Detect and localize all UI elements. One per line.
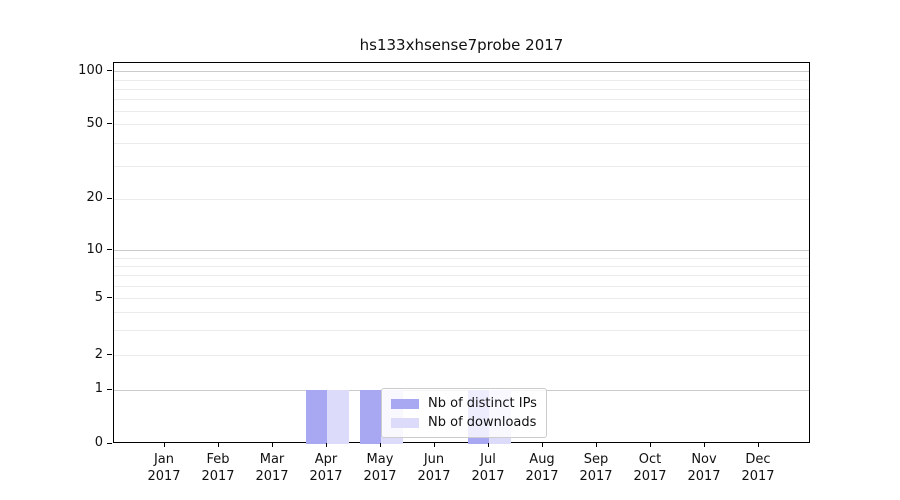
gridline-minor bbox=[114, 198, 809, 200]
bar-distinct-ips-may bbox=[359, 390, 381, 444]
chart-title: hs133xhsense7probe 2017 bbox=[359, 36, 564, 54]
x-tick-label-jun: Jun 2017 bbox=[417, 452, 451, 484]
y-tick-label: 100 bbox=[78, 62, 103, 78]
x-tick-mark bbox=[164, 443, 165, 447]
x-tick-label-aug: Aug 2017 bbox=[525, 452, 559, 484]
gridline-minor bbox=[114, 88, 809, 90]
gridline-minor bbox=[114, 312, 809, 314]
x-tick-mark bbox=[488, 443, 489, 447]
bar-distinct-ips-apr bbox=[305, 390, 327, 444]
y-tick-mark bbox=[107, 297, 112, 299]
x-tick-label-mar: Mar 2017 bbox=[255, 452, 289, 484]
plot-area bbox=[113, 62, 810, 444]
y-tick-label: 1 bbox=[94, 381, 103, 396]
y-tick-mark bbox=[107, 388, 112, 390]
x-tick-mark bbox=[326, 443, 327, 447]
x-tick-label-jan: Jan 2017 bbox=[147, 452, 181, 484]
y-tick-label: 0 bbox=[94, 435, 103, 450]
x-tick-mark bbox=[542, 443, 543, 447]
gridline-minor bbox=[114, 285, 809, 287]
y-tick-mark bbox=[107, 70, 112, 72]
y-tick-label: 5 bbox=[94, 289, 103, 305]
x-tick-mark bbox=[758, 443, 759, 447]
legend-swatch-icon bbox=[391, 398, 419, 409]
x-tick-label-feb: Feb 2017 bbox=[201, 452, 235, 484]
gridline-minor bbox=[114, 265, 809, 267]
gridline-minor bbox=[114, 98, 809, 100]
gridline-minor bbox=[114, 257, 809, 259]
x-tick-mark bbox=[434, 443, 435, 447]
x-tick-label-oct: Oct 2017 bbox=[633, 452, 667, 484]
x-tick-mark bbox=[380, 443, 381, 447]
x-tick-label-may: May 2017 bbox=[363, 452, 397, 484]
gridline-minor bbox=[114, 124, 809, 126]
legend-label: Nb of downloads bbox=[428, 415, 537, 430]
gridline-major bbox=[114, 250, 809, 252]
legend-row: Nb of distinct IPs bbox=[391, 396, 537, 411]
gridline-minor bbox=[114, 79, 809, 81]
y-tick-label: 2 bbox=[94, 346, 103, 362]
bar-downloads-apr bbox=[327, 390, 349, 444]
legend: Nb of distinct IPs Nb of downloads bbox=[381, 388, 547, 438]
gridline-minor bbox=[114, 275, 809, 277]
gridline-minor bbox=[114, 142, 809, 144]
y-tick-mark bbox=[107, 249, 112, 251]
x-tick-label-nov: Nov 2017 bbox=[687, 452, 721, 484]
y-tick-mark bbox=[107, 123, 112, 125]
y-tick-mark bbox=[107, 197, 112, 199]
x-tick-mark bbox=[596, 443, 597, 447]
x-tick-mark bbox=[650, 443, 651, 447]
y-tick-mark bbox=[107, 442, 112, 444]
x-tick-label-dec: Dec 2017 bbox=[741, 452, 775, 484]
legend-row: Nb of downloads bbox=[391, 415, 537, 430]
gridline-minor bbox=[114, 355, 809, 357]
y-tick-mark bbox=[107, 354, 112, 356]
y-tick-label: 20 bbox=[86, 190, 103, 206]
gridline-minor bbox=[114, 165, 809, 167]
legend-label: Nb of distinct IPs bbox=[428, 396, 537, 411]
x-tick-mark bbox=[218, 443, 219, 447]
x-tick-mark bbox=[272, 443, 273, 447]
gridline-minor bbox=[114, 110, 809, 112]
x-tick-label-jul: Jul 2017 bbox=[471, 452, 505, 484]
gridline-minor bbox=[114, 330, 809, 332]
gridline-major bbox=[114, 71, 809, 73]
x-tick-label-sep: Sep 2017 bbox=[579, 452, 613, 484]
y-tick-label: 10 bbox=[86, 241, 103, 257]
x-tick-mark bbox=[704, 443, 705, 447]
legend-swatch-icon bbox=[391, 417, 419, 428]
x-tick-label-apr: Apr 2017 bbox=[309, 452, 343, 484]
gridline-minor bbox=[114, 298, 809, 300]
y-tick-label: 50 bbox=[86, 115, 103, 131]
